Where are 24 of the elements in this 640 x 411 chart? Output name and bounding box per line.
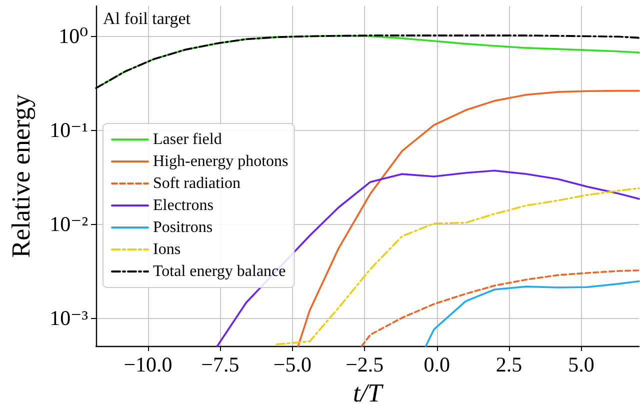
legend-label: Soft radiation	[153, 175, 241, 192]
x-tick-label: 0.0	[424, 352, 450, 376]
x-tick-label: −10.0	[124, 352, 172, 376]
annotation: Al foil target	[103, 9, 191, 28]
line-series	[424, 280, 640, 347]
y-tick-label: 10⁻¹	[50, 118, 88, 142]
x-tick-label: −2.5	[346, 352, 384, 376]
x-tick-label: 5.0	[568, 352, 594, 376]
line-series	[360, 269, 640, 347]
y-tick-label: 10⁰	[58, 24, 88, 48]
x-tick-label: −7.5	[201, 352, 240, 376]
legend-label: Laser field	[153, 131, 222, 148]
x-tick-label: −5.0	[273, 352, 312, 376]
y-axis-title: Relative energy	[6, 94, 36, 258]
legend-label: Ions	[153, 241, 181, 258]
legend-label: Total energy balance	[153, 263, 286, 280]
legend-label: High-energy photons	[153, 153, 288, 170]
x-tick-label: 2.5	[496, 352, 522, 376]
y-tick-label: 10⁻³	[50, 306, 88, 330]
legend-label: Electrons	[153, 197, 214, 214]
y-tick-label: 10⁻²	[50, 212, 88, 236]
legend-label: Positrons	[153, 219, 213, 236]
line-series	[297, 90, 640, 347]
x-axis-title: t/T	[353, 378, 384, 408]
